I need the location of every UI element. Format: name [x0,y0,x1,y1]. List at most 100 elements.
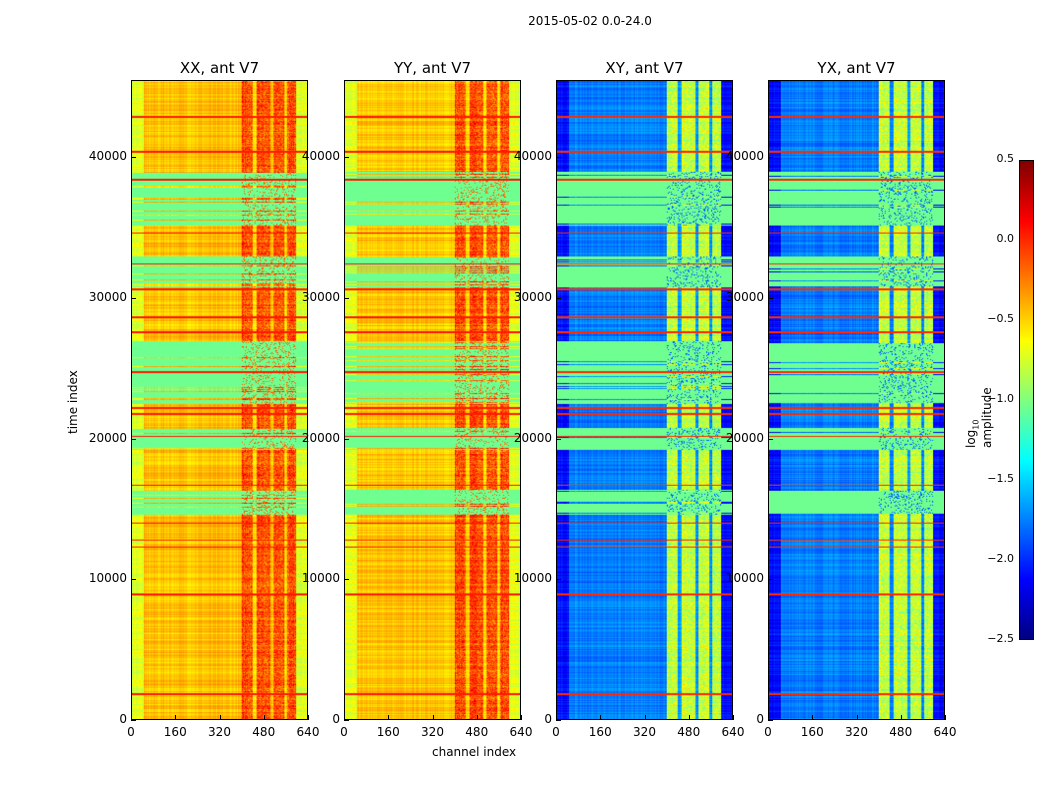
heatmap-panel-xy [556,80,733,720]
y-tick-label: 10000 [513,571,552,586]
y-tick-mark [556,298,561,300]
y-tick-mark [768,579,773,581]
y-axis-label: time index [66,370,80,434]
y-tick-label: 0 [119,712,127,726]
panel-title: YY, ant V7 [393,59,471,77]
y-tick-label: 40000 [725,149,764,164]
y-tick-mark [556,438,561,440]
y-tick-mark [768,157,773,159]
y-tick-label: 40000 [513,149,552,164]
x-tick-label: 480 [677,725,701,739]
heatmap-image [557,81,732,719]
y-tick-label: 30000 [513,290,552,305]
y-tick-mark [344,579,349,581]
x-tick-mark [812,715,814,720]
panel-title: XY, ant V7 [605,59,684,77]
y-tick-mark [344,438,349,440]
y-tick-mark [131,720,136,721]
x-tick-label: 160 [800,725,824,739]
x-tick-label: 480 [465,725,489,739]
colorbar-tick-label: −1.0 [987,392,1014,405]
x-tick-label: 320 [845,725,868,739]
y-tick-mark [344,157,349,159]
x-tick-mark [733,715,734,720]
x-tick-label: 320 [208,725,231,739]
x-tick-label: 160 [588,725,612,739]
x-tick-mark [600,715,602,720]
x-tick-label: 640 [509,725,533,739]
x-tick-mark [344,715,345,720]
y-tick-mark [768,438,773,440]
x-tick-mark [768,715,769,720]
x-tick-label: 320 [421,725,444,739]
x-tick-label: 0 [127,725,135,739]
x-tick-mark [388,715,390,720]
x-tick-label: 640 [296,725,320,739]
heatmap-panel-yy [344,80,521,720]
y-tick-mark [131,298,136,300]
y-tick-mark [768,720,773,721]
x-tick-label: 0 [552,725,560,739]
y-tick-label: 0 [544,712,552,726]
y-tick-label: 20000 [513,430,552,445]
y-tick-label: 40000 [88,149,127,164]
x-tick-mark [521,715,522,720]
y-tick-mark [131,157,136,159]
panel-title: YX, ant V7 [817,59,896,77]
y-tick-label: 40000 [301,149,340,164]
x-tick-mark [432,715,434,720]
y-tick-label: 30000 [88,290,127,305]
y-tick-mark [344,298,349,300]
x-tick-mark [900,715,902,720]
x-tick-label: 480 [252,725,276,739]
y-tick-mark [556,579,561,581]
colorbar-tick-label: −2.5 [987,632,1014,645]
x-tick-mark [856,715,858,720]
x-tick-label: 160 [163,725,187,739]
y-tick-label: 10000 [301,571,340,586]
colorbar-tick-label: −2.0 [987,552,1014,565]
x-tick-mark [219,715,221,720]
y-tick-mark [344,720,349,721]
y-tick-mark [131,438,136,440]
x-tick-mark [263,715,265,720]
y-tick-mark [556,720,561,721]
colorbar-tick-label: −0.5 [987,312,1014,325]
y-tick-label: 20000 [88,430,127,445]
figure-title: 2015-05-02 0.0-24.0 [528,14,652,28]
y-tick-label: 20000 [301,430,340,445]
y-tick-label: 30000 [301,290,340,305]
y-tick-label: 10000 [88,571,127,586]
x-tick-label: 320 [633,725,656,739]
x-tick-label: 640 [933,725,957,739]
x-tick-mark [945,715,946,720]
x-tick-mark [556,715,557,720]
x-tick-label: 640 [721,725,745,739]
heatmap-panel-yx [768,80,945,720]
heatmap-image [769,81,944,719]
colorbar-tick-label: −1.5 [987,472,1014,485]
x-tick-mark [688,715,690,720]
x-tick-mark [131,715,132,720]
heatmap-image [345,81,520,719]
x-tick-mark [644,715,646,720]
x-tick-mark [476,715,478,720]
x-tick-mark [175,715,177,720]
y-tick-label: 10000 [725,571,764,586]
y-tick-mark [131,579,136,581]
y-tick-mark [556,157,561,159]
x-tick-label: 0 [340,725,348,739]
panel-title: XX, ant V7 [179,59,260,77]
colorbar-tick-label: 0.5 [996,152,1015,165]
heatmap-image [132,81,307,719]
x-axis-label: channel index [432,745,517,759]
x-tick-mark [308,715,309,720]
y-tick-label: 30000 [725,290,764,305]
colorbar-label: log10 amplitude [964,387,995,448]
x-tick-label: 160 [376,725,400,739]
x-tick-label: 480 [889,725,913,739]
y-tick-label: 20000 [725,430,764,445]
heatmap-panel-xx [131,80,308,720]
x-tick-label: 0 [764,725,772,739]
